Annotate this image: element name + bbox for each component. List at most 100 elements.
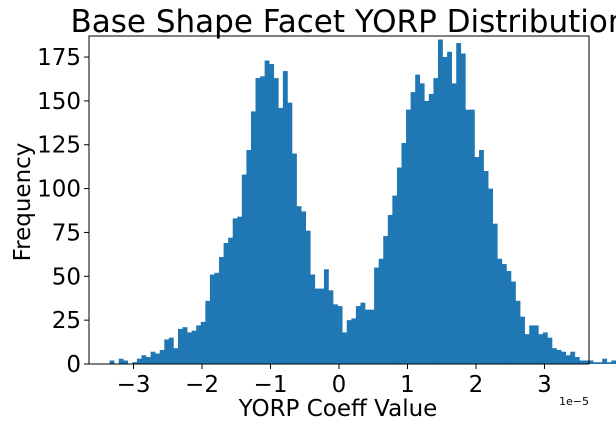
histogram-bar (205, 301, 210, 364)
histogram-bar (333, 304, 338, 364)
histogram-bar (370, 310, 375, 364)
histogram-bar (219, 257, 224, 364)
histogram-bar (278, 108, 283, 364)
histogram-bar (502, 264, 507, 364)
histogram-bar (516, 301, 521, 364)
histogram-bar (306, 231, 311, 364)
histogram-bar (242, 175, 247, 364)
histogram-bar (607, 362, 612, 364)
histogram-bar (283, 71, 288, 364)
y-tick-label: 50 (52, 264, 81, 290)
histogram-bar (374, 268, 379, 364)
histogram-bar (447, 52, 452, 364)
histogram-bar (543, 332, 548, 364)
histogram-bar (438, 40, 443, 364)
histogram-bar (511, 282, 516, 364)
histogram-bar (365, 310, 370, 364)
histogram-bar (287, 103, 292, 364)
y-tick-label: 175 (37, 45, 81, 71)
histogram-bar (429, 94, 434, 364)
x-tick-label: 3 (537, 372, 552, 398)
histogram-bar (566, 355, 571, 364)
histogram-bar (529, 325, 534, 364)
histogram-bar (183, 327, 188, 364)
histogram-bar (210, 275, 215, 364)
histogram-bar (379, 259, 384, 364)
histogram-bar (392, 196, 397, 364)
histogram-bar (297, 206, 302, 364)
histogram-bar (237, 217, 242, 364)
histogram-bar (141, 355, 146, 364)
histogram-bar (397, 168, 402, 364)
histogram-bar (342, 332, 347, 364)
x-axis-label: YORP Coeff Value (238, 396, 438, 422)
histogram-bar (415, 75, 420, 364)
histogram-bar (301, 211, 306, 364)
x-tick-label: −2 (185, 372, 219, 398)
histogram-bar (164, 339, 169, 364)
histogram-bar (579, 360, 584, 364)
x-tick-label: −1 (254, 372, 288, 398)
y-tick-label: 100 (37, 177, 81, 203)
y-tick-label: 0 (66, 352, 81, 378)
histogram-bar (169, 338, 174, 364)
histogram-bar (584, 360, 589, 364)
histogram-bar (488, 189, 493, 364)
histogram-bar (388, 215, 393, 364)
histogram-bar (265, 61, 270, 364)
y-tick-label: 150 (37, 89, 81, 115)
x-tick-label: −3 (117, 372, 151, 398)
histogram-bar (484, 171, 489, 364)
histogram-bar (274, 78, 279, 364)
histogram-bar (534, 325, 539, 364)
histogram-bar (214, 273, 219, 364)
histogram-bar (292, 154, 297, 364)
histogram-bar (570, 352, 575, 364)
histogram-bar (602, 359, 607, 364)
histogram-bar (474, 157, 479, 364)
x-axis-offset-label: 1e−5 (559, 395, 589, 408)
histogram-bar (319, 289, 324, 364)
histogram-bar (324, 269, 329, 364)
histogram-bar (151, 352, 156, 364)
histogram-bar (461, 54, 466, 364)
histogram-bar (256, 78, 261, 364)
histogram-bar (224, 243, 229, 364)
histogram-bar (119, 359, 124, 364)
histogram-bar (443, 57, 448, 364)
y-axis-label: Frequency (10, 143, 36, 262)
histogram-bar (310, 275, 315, 364)
histogram-bar (173, 348, 178, 364)
histogram-bar (479, 150, 484, 364)
histogram-bar (269, 64, 274, 364)
histogram-bar (338, 306, 343, 364)
y-tick-label: 125 (37, 133, 81, 159)
histogram-bar (575, 357, 580, 364)
histogram-bar (547, 338, 552, 364)
histogram-bar (123, 360, 128, 364)
histogram-bars (110, 40, 616, 364)
y-tick-label: 75 (52, 220, 81, 246)
histogram-bar (470, 110, 475, 364)
histogram-bar (411, 92, 416, 364)
histogram-bar (178, 329, 183, 364)
histogram-bar (611, 360, 616, 364)
histogram-bar (192, 331, 197, 364)
histogram-bar (401, 143, 406, 364)
histogram-bar (351, 318, 356, 364)
histogram-bar (187, 332, 192, 364)
histogram-bar (493, 224, 498, 364)
histogram-bar (433, 78, 438, 364)
chart-title: Base Shape Facet YORP Distribution (71, 4, 616, 40)
histogram-bar (201, 322, 206, 364)
histogram-bar (251, 111, 256, 364)
histogram-bar (246, 150, 251, 364)
histogram-bar (260, 76, 265, 364)
histogram-bar (557, 350, 562, 364)
histogram-bar (406, 110, 411, 364)
histogram-bar (160, 350, 165, 364)
histogram-bar (456, 43, 461, 364)
histogram-bar (146, 357, 151, 364)
histogram-bar (465, 110, 470, 364)
